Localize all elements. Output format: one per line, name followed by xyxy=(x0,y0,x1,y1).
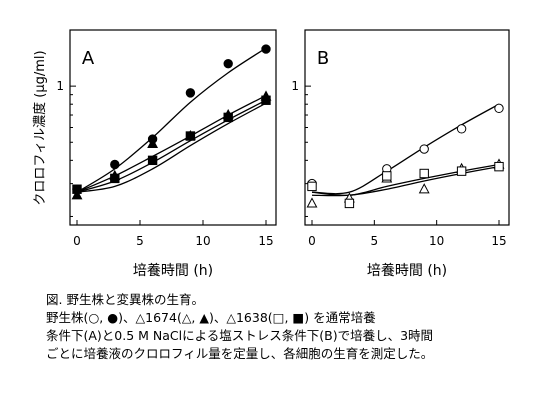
data-point-circle xyxy=(456,124,467,134)
data-point-square xyxy=(110,173,120,184)
x-tick-label: 0 xyxy=(308,234,316,248)
data-point-square xyxy=(382,171,392,181)
data-point-square xyxy=(419,168,429,179)
data-point-circle xyxy=(261,44,271,54)
data-point-square xyxy=(185,131,196,141)
data-point-circle xyxy=(185,88,196,98)
panel-label: A xyxy=(82,48,95,69)
data-point-square xyxy=(72,184,82,194)
x-tick-label: 5 xyxy=(136,234,144,248)
caption-line: 野生株(○, ●)、△1674(△, ▲)、△1638(□, ■) を通常培養 xyxy=(46,310,376,325)
x-tick-label: 10 xyxy=(195,234,210,248)
data-point-square xyxy=(344,198,355,209)
data-point-circle xyxy=(110,159,120,170)
x-axis-label: 培養時間 (h) xyxy=(367,262,447,279)
x-tick-label: 15 xyxy=(491,234,506,248)
data-point-square xyxy=(494,161,504,172)
data-point-square xyxy=(261,95,271,105)
x-tick-label: 0 xyxy=(73,234,81,248)
data-point-circle xyxy=(419,144,429,154)
caption-line: ごとに培養液のクロロフィル量を定量し、各細胞の生育を測定した。 xyxy=(46,346,434,361)
fit-curve xyxy=(76,94,267,193)
y-tick-label: 1 xyxy=(56,79,64,93)
fit-curve xyxy=(311,163,500,197)
x-tick-label: 15 xyxy=(258,234,273,248)
fit-curve xyxy=(76,102,267,193)
x-axis-label: 培養時間 (h) xyxy=(133,262,213,279)
data-point-square xyxy=(223,112,233,123)
data-point-circle xyxy=(223,58,233,69)
data-point-triangle xyxy=(418,183,430,194)
x-tick-label: 5 xyxy=(371,234,379,248)
growth-figure: クロロフィル濃度 (µg/ml) 0 5 10 15 1 A 培養時間 (h) 0 5 10 15 1… xyxy=(32,29,510,279)
data-point-triangle xyxy=(306,197,318,208)
y-axis-label: クロロフィル濃度 (µg/ml) xyxy=(32,50,48,205)
chart-panel-B: 0 5 10 15 1 B 培養時間 (h) xyxy=(291,29,510,279)
caption-line: 図. 野生株と変異株の生育。 xyxy=(46,292,204,307)
data-point-triangle xyxy=(147,137,159,149)
fit-curve xyxy=(76,47,267,193)
data-point-triangle xyxy=(71,189,83,200)
fit-curve xyxy=(311,103,500,195)
data-point-square xyxy=(456,166,467,176)
y-tick-label: 1 xyxy=(291,79,299,93)
data-point-square xyxy=(307,181,317,192)
figure-caption: 図. 野生株と変異株の生育。 野生株(○, ●)、△1674(△, ▲)、△16… xyxy=(46,291,546,363)
fit-curve xyxy=(311,166,500,197)
plot-frame xyxy=(69,29,277,226)
data-point-square xyxy=(147,155,158,166)
chart-panel-A: 0 5 10 15 1 A 培養時間 (h) xyxy=(56,29,277,279)
data-point-circle xyxy=(494,103,504,114)
caption-line: 条件下(A)と0.5 M NaClによる塩ストレス条件下(B)で培養し、3時間 xyxy=(46,328,434,343)
x-tick-label: 10 xyxy=(429,234,444,248)
panel-label: B xyxy=(317,48,329,69)
